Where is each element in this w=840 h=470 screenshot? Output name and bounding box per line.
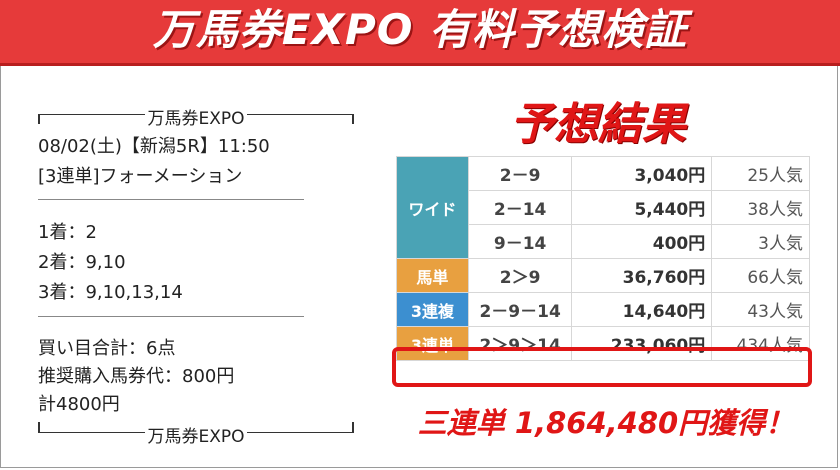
combo-cell: 2－14	[467, 190, 573, 225]
popularity-cell: 25人気	[711, 156, 810, 191]
payout-cell: 233,060円	[571, 326, 713, 361]
win-message: 三連単 1,864,480円獲得！	[417, 406, 795, 440]
recommended-stake: 推奨購入馬券代：800円	[38, 366, 235, 387]
popularity-cell: 66人気	[711, 258, 810, 293]
prediction-header: 万馬券EXPO	[38, 104, 354, 129]
pick-3rd: 3着：9,10,13,14	[38, 282, 183, 303]
bet-type-cell: ワイド	[396, 156, 469, 259]
combo-cell: 2＞9＞14	[467, 326, 573, 361]
payout-cell: 400円	[571, 224, 713, 259]
popularity-cell: 434人気	[711, 326, 810, 361]
payout-cell: 14,640円	[571, 292, 713, 327]
combo-cell: 2＞9	[467, 258, 573, 293]
combo-cell: 2－9	[467, 156, 573, 191]
pick-1st: 1着：2	[38, 222, 97, 243]
payout-cell: 36,760円	[571, 258, 713, 293]
total-cost: 計4800円	[38, 394, 120, 415]
bet-type-cell: 馬単	[396, 258, 469, 293]
total-bets: 買い目合計：6点	[38, 338, 176, 359]
table-row: 9－14 400円 3人気	[397, 224, 810, 259]
divider	[38, 199, 304, 200]
combo-cell: 9－14	[467, 224, 573, 259]
table-row: ワイド 2－9 3,040円 25人気	[396, 156, 810, 259]
result-title: 予想結果	[510, 99, 686, 150]
table-row: 2－14 5,440円 38人気	[397, 190, 810, 225]
pick-2nd: 2着：9,10	[38, 252, 126, 273]
table-row: 馬単 2＞9 36,760円 66人気	[396, 258, 810, 293]
payout-cell: 5,440円	[571, 190, 713, 225]
popularity-cell: 38人気	[711, 190, 810, 225]
payout-cell: 3,040円	[571, 156, 713, 191]
race-date-line: 08/02(土)【新潟5R】11:50	[38, 136, 270, 157]
divider	[38, 316, 304, 317]
table-row-highlight: 3連単 2＞9＞14 233,060円 434人気	[396, 326, 810, 361]
prediction-footer: 万馬券EXPO	[38, 422, 354, 447]
bet-type: [3連単]フォーメーション	[38, 166, 243, 187]
table-row: 3連複 2－9－14 14,640円 43人気	[396, 292, 810, 327]
combo-cell: 2－9－14	[467, 292, 573, 327]
bet-type-cell: 3連複	[396, 292, 469, 327]
title-banner: 万馬券EXPO 有料予想検証	[0, 0, 840, 66]
popularity-cell: 43人気	[711, 292, 810, 327]
result-table: ワイド 2－9 3,040円 25人気 2－14 5,440円 38人気 9－1…	[396, 156, 810, 361]
footer-label: 万馬券EXPO	[145, 427, 247, 447]
popularity-cell: 3人気	[711, 224, 810, 259]
header-label: 万馬券EXPO	[145, 109, 247, 129]
winning-highlight-box	[392, 347, 812, 387]
banner-title: 万馬券EXPO 有料予想検証	[152, 5, 688, 54]
bet-type-cell: 3連単	[396, 326, 469, 361]
